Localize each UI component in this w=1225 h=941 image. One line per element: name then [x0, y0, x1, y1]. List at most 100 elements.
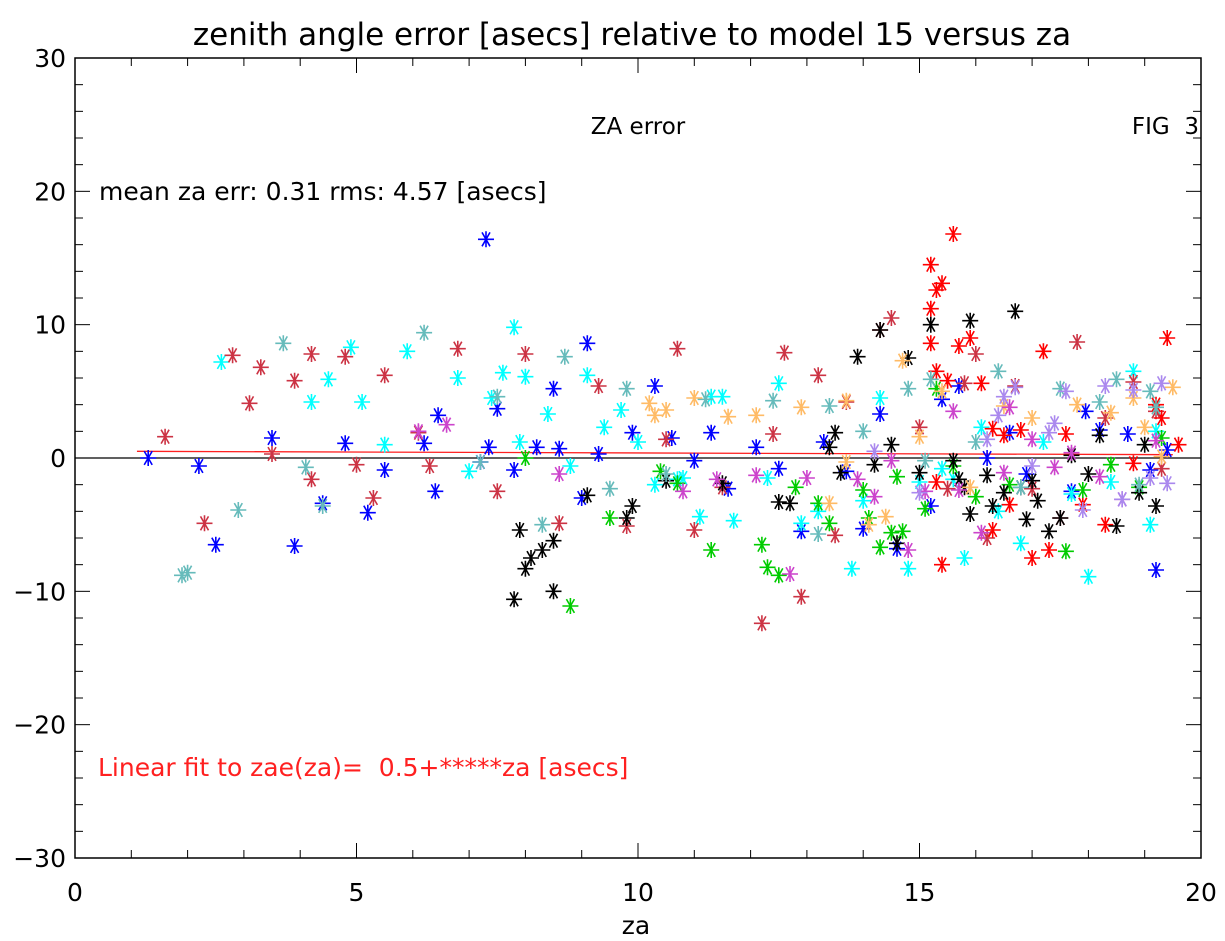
y-tick-label: 20 [34, 177, 66, 206]
figure-number-label: FIG 3 [1132, 114, 1199, 140]
data-point [224, 347, 241, 364]
data-point [855, 423, 872, 440]
data-point [883, 310, 900, 326]
data-point [534, 542, 551, 558]
data-point [843, 560, 860, 577]
data-point [1024, 550, 1041, 566]
data-point [962, 312, 979, 329]
data-point [1024, 472, 1041, 489]
data-point [849, 471, 866, 488]
data-point [810, 526, 827, 542]
data-point [449, 370, 466, 386]
data-point [1170, 436, 1187, 453]
data-point [410, 423, 427, 440]
data-point [1012, 422, 1029, 438]
y-tick-label: −20 [13, 711, 66, 740]
data-point [658, 466, 675, 482]
data-point [782, 495, 798, 512]
data-point [1097, 516, 1114, 533]
data-point [883, 452, 900, 469]
data-point [1125, 455, 1142, 472]
data-point [517, 560, 534, 577]
data-point [376, 462, 393, 478]
data-point [934, 556, 950, 573]
data-point [534, 516, 551, 533]
data-point [810, 495, 827, 512]
data-point [1001, 496, 1018, 513]
data-point [1153, 448, 1170, 465]
data-point [917, 452, 934, 469]
data-points [140, 226, 1187, 632]
data-point [646, 407, 663, 424]
data-point [934, 275, 950, 292]
data-point [1012, 479, 1029, 496]
data-point [838, 463, 855, 480]
data-point [765, 392, 782, 409]
data-point [1102, 404, 1119, 421]
data-point [753, 536, 770, 553]
x-tick-label: 20 [1185, 878, 1217, 907]
data-point [506, 591, 523, 608]
data-point [506, 319, 523, 336]
data-point [883, 436, 900, 453]
data-point [416, 324, 433, 341]
data-point [967, 346, 984, 362]
data-point [618, 510, 635, 526]
data-point [793, 399, 810, 416]
data-point [140, 450, 157, 466]
data-point [579, 487, 596, 504]
data-point [759, 470, 776, 486]
data-point [207, 536, 224, 553]
data-point [230, 502, 247, 518]
data-point [956, 375, 973, 392]
data-point [1001, 399, 1018, 416]
data-point [669, 340, 686, 357]
data-point [1102, 456, 1119, 473]
data-point [979, 431, 996, 448]
data-point [900, 542, 917, 558]
data-point [1024, 410, 1041, 426]
data-point [1018, 511, 1035, 528]
data-point [889, 535, 905, 552]
data-point [1148, 498, 1164, 514]
data-point [832, 464, 849, 481]
data-point [179, 564, 196, 581]
data-point [624, 424, 641, 441]
data-point [1125, 382, 1142, 398]
data-point [984, 420, 1001, 437]
data-point [1164, 379, 1181, 396]
data-point [1142, 383, 1159, 400]
data-point [1125, 363, 1142, 380]
data-point [337, 348, 354, 365]
data-point [793, 588, 810, 605]
data-point [618, 380, 635, 397]
data-point [810, 367, 827, 384]
data-point [252, 359, 269, 376]
data-point [995, 484, 1012, 501]
data-point [753, 615, 770, 632]
data-point [928, 474, 945, 490]
data-point [551, 440, 568, 457]
data-point [1142, 470, 1159, 486]
data-point [1136, 436, 1153, 453]
data-point [827, 527, 844, 544]
data-point [962, 506, 979, 522]
x-tick-label: 5 [349, 878, 365, 907]
data-point [596, 419, 613, 436]
data-point [917, 483, 934, 500]
data-point [855, 520, 872, 537]
data-point [641, 395, 658, 412]
data-point [922, 300, 939, 317]
data-point [480, 439, 497, 456]
data-point [821, 515, 838, 532]
data-point [866, 488, 883, 505]
data-point [1074, 502, 1091, 518]
data-point [489, 388, 506, 405]
data-point [590, 446, 607, 462]
y-tick-label: 0 [50, 444, 66, 473]
data-point [523, 550, 539, 566]
data-point [1080, 568, 1097, 585]
data-point [483, 390, 500, 406]
